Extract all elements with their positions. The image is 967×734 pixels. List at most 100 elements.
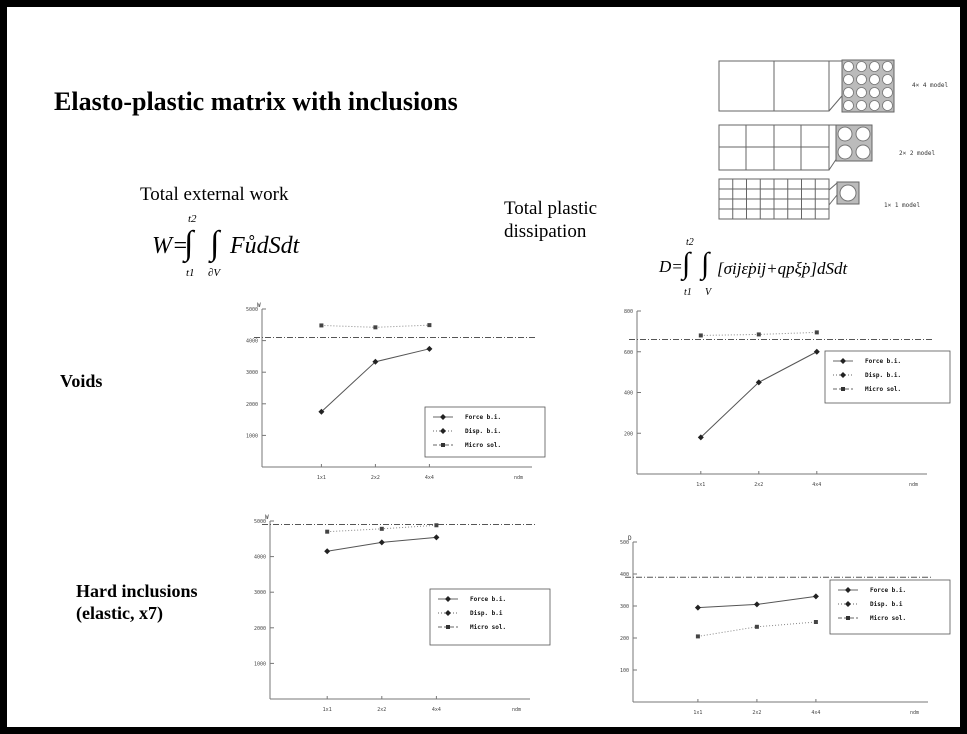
- data-point: [378, 539, 385, 546]
- dissipation-formula-lower2: V: [705, 287, 712, 298]
- x-tick-label: 1x1: [693, 710, 702, 716]
- legend-marker: [441, 443, 445, 447]
- integral-sign-3: ∫: [682, 247, 691, 280]
- void: [843, 87, 854, 98]
- legend-marker: [440, 414, 446, 420]
- x-tick-label: 2x2: [754, 482, 763, 488]
- data-point: [695, 634, 700, 639]
- series-line: [697, 621, 816, 637]
- y-tick-label: 800: [624, 309, 633, 315]
- data-point: [372, 358, 379, 365]
- data-point: [754, 624, 759, 629]
- row-label-hard-line2: (elastic, x7): [76, 603, 163, 623]
- work-caption: Total external work: [140, 184, 289, 205]
- legend-marker: [846, 616, 850, 620]
- void: [855, 126, 871, 142]
- void: [856, 87, 867, 98]
- y-tick-label: 300: [620, 604, 629, 610]
- y-tick-label: 400: [624, 391, 633, 397]
- legend-label: Disp. b.i.: [865, 372, 901, 379]
- integral-sign-4: ∫: [701, 247, 710, 280]
- legend-label: Micro sol.: [870, 615, 906, 622]
- x-tick-label: 4x4: [811, 710, 820, 716]
- work-formula-integrand: FůdSdt: [230, 233, 300, 259]
- dissipation-formula-lower1: t1: [684, 287, 692, 298]
- dissipation-caption-line2: dissipation: [504, 221, 587, 242]
- void: [882, 100, 893, 111]
- row-label-hard-inclusions: Hard inclusions (elastic, x7): [76, 580, 198, 624]
- model-label-2x2: 2× 2 model: [899, 150, 936, 157]
- row-label-hard-line1: Hard inclusions: [76, 581, 198, 601]
- void: [856, 61, 867, 72]
- legend-marker: [445, 610, 451, 616]
- work-formula-upper: t2: [188, 213, 197, 225]
- void: [839, 184, 857, 202]
- chart-hard-dissipation: D 100 200 300 400 500 1x1 2x2 4x4 ndm Force b.i. Di…: [620, 535, 951, 716]
- data-point: [812, 593, 819, 600]
- legend-marker: [845, 587, 851, 593]
- model-label-4x4: 4× 4 model: [912, 82, 949, 89]
- void: [855, 144, 871, 160]
- dissipation-formula-lhs: D=: [659, 257, 683, 276]
- chart-hard-work: W 1000 2000 3000 4000 5000 1x1 2x2 4x4 ndm Force b…: [254, 514, 551, 713]
- y-axis-label: W: [257, 302, 261, 309]
- legend-marker: [440, 428, 446, 434]
- y-tick-label: 2000: [254, 626, 266, 632]
- data-point: [373, 325, 378, 330]
- y-tick-label: 5000: [254, 519, 266, 525]
- work-formula-lhs: W=: [152, 233, 189, 259]
- slide-title: Elasto-plastic matrix with inclusions: [54, 87, 458, 116]
- y-tick-label: 3000: [246, 370, 258, 376]
- dissipation-formula: D= ∫ t2 t1 ∫ V [σijε̇pij+qpξ̇p]dSdt: [659, 237, 919, 302]
- data-point: [813, 620, 818, 624]
- work-formula-lower1: t1: [186, 267, 195, 279]
- dissipation-formula-integrand: [σijε̇pij+qpξ̇p]dSdt: [717, 259, 848, 278]
- data-point: [694, 604, 701, 611]
- void: [837, 126, 853, 142]
- void: [882, 61, 893, 72]
- series-line: [700, 351, 818, 438]
- void: [882, 74, 893, 85]
- chart-voids-dissipation: 200 400 600 800 1x1 2x2 4x4 ndm Force b.i. Disp. …: [624, 309, 951, 488]
- y-tick-label: 3000: [254, 590, 266, 596]
- x-tick-label: 2x2: [752, 710, 761, 716]
- y-tick-label: 4000: [246, 339, 258, 345]
- void: [869, 61, 880, 72]
- integral-sign-2: ∫: [210, 225, 220, 262]
- y-tick-label: 200: [624, 431, 633, 437]
- dissipation-formula-upper: t2: [686, 237, 694, 248]
- x-tick-label: 4x4: [432, 707, 441, 713]
- model-row-4x4: 4× 4 model: [718, 59, 949, 113]
- legend-label: Disp. b.i.: [465, 428, 501, 435]
- data-point: [434, 523, 439, 528]
- dissipation-caption: Total plastic dissipation: [504, 197, 597, 243]
- y-axis-label: W: [265, 514, 269, 521]
- y-tick-label: 1000: [246, 433, 258, 439]
- series-line: [700, 331, 817, 336]
- void: [869, 74, 880, 85]
- legend-label: Force b.i.: [870, 587, 906, 594]
- legend-marker: [840, 358, 846, 364]
- void: [843, 100, 854, 111]
- data-point: [325, 529, 330, 534]
- y-tick-label: 5000: [246, 307, 258, 313]
- legend-marker: [841, 387, 845, 391]
- x-tick-label: 4x4: [425, 475, 434, 481]
- data-point: [324, 548, 331, 555]
- mesh-connector: [828, 194, 838, 206]
- x-tick-label: 1x1: [323, 707, 332, 713]
- legend-label: Disp. b.i: [470, 610, 503, 617]
- mesh-connector: [828, 182, 838, 191]
- x-axis-label: ndm: [910, 710, 919, 716]
- model-label-1x1: 1× 1 model: [884, 202, 921, 209]
- legend-label: Micro sol.: [465, 442, 501, 449]
- y-tick-label: 4000: [254, 555, 266, 561]
- legend-label: Disp. b.i: [870, 601, 903, 608]
- data-point: [433, 534, 440, 541]
- data-point: [319, 323, 324, 328]
- data-point: [697, 434, 704, 441]
- series-line: [321, 348, 430, 413]
- y-tick-label: 2000: [246, 402, 258, 408]
- legend-marker: [446, 625, 450, 629]
